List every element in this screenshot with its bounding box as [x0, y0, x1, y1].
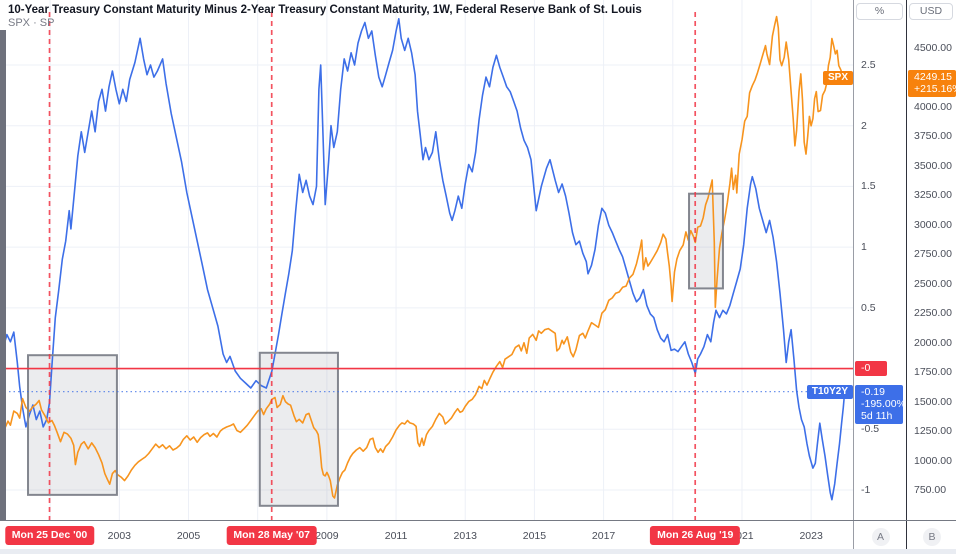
usd-tick-label: 1500.00: [914, 395, 952, 408]
percent-price-scale[interactable]: % 2.5 2 1.5 1 0.5 -0.5 -1 -0 -0.19 -195.00% 5d…: [853, 0, 906, 554]
t10y2y-series-line[interactable]: [0, 17, 846, 501]
time-axis[interactable]: 2003200520072009201120132015201720192021…: [0, 520, 853, 554]
time-tick-label: 2005: [176, 530, 201, 542]
usd-tick-label: 1000.00: [914, 454, 952, 467]
t10y2y-change-percent: -195.00%: [861, 397, 906, 410]
chart-legend-symbol[interactable]: SPX · SP: [8, 17, 55, 29]
zero-line-axis-badge: -0: [855, 361, 887, 377]
chart-plot-area[interactable]: [0, 0, 853, 520]
highlight-box-fill[interactable]: [259, 352, 338, 506]
usd-tick-label: 2000.00: [914, 336, 952, 349]
highlight-box[interactable]: [688, 192, 724, 290]
t10y2y-bar-countdown: 5d 11h: [861, 409, 893, 422]
usd-tick-label: 1750.00: [914, 366, 952, 379]
scale-b-button[interactable]: B: [923, 528, 941, 546]
t10y2y-last-value: -0.19: [861, 385, 885, 398]
usd-tick-label: 3250.00: [914, 189, 952, 202]
percent-tick-label: 2: [861, 119, 867, 132]
chart-legend[interactable]: 10-Year Treasury Constant Maturity Minus…: [8, 3, 642, 30]
spx-last-price: 4249.15: [914, 70, 952, 83]
usd-tick-label: 2250.00: [914, 307, 952, 320]
time-marker-badge[interactable]: Mon 25 Dec '00: [4, 526, 95, 545]
time-tick-label: 2013: [453, 530, 477, 542]
usd-tick-label: 2750.00: [914, 248, 952, 261]
usd-price-scale[interactable]: USD 4500.00 4000.00 3750.00 3500.00 3250.00 3…: [906, 0, 956, 554]
time-marker-badge[interactable]: Mon 28 May '07: [226, 526, 318, 545]
usd-tick-label: 750.00: [914, 484, 947, 497]
percent-tick-label: 0.5: [861, 301, 876, 314]
usd-tick-label: 3500.00: [914, 159, 952, 172]
percent-tick-label: -1: [861, 484, 871, 496]
t10y2y-axis-value-badge: -0.19 -195.00% 5d 11h: [855, 384, 906, 424]
spx-change-percent: +215.16%: [914, 82, 956, 95]
time-tick-label: 2017: [591, 530, 616, 542]
spx-axis-value-badge: 4249.15 +215.16%: [908, 69, 956, 97]
usd-tick-label: 4000.00: [914, 100, 952, 113]
usd-tick-label: 2500.00: [914, 277, 952, 290]
t10y2y-series-price-label: T10Y2Y: [806, 384, 853, 399]
time-tick-label: 2003: [107, 530, 132, 542]
percent-tick-label: 2.5: [861, 58, 876, 71]
usd-tick-label: 3000.00: [914, 218, 952, 231]
time-tick-label: 2023: [799, 530, 823, 542]
usd-tick-label: 1250.00: [914, 425, 952, 438]
percent-tick-label: 1.5: [861, 180, 876, 193]
chart-pane[interactable]: 10-Year Treasury Constant Maturity Minus…: [0, 0, 853, 520]
usd-scale-mode-button[interactable]: USD: [909, 3, 953, 20]
usd-tick-label: 4500.00: [914, 41, 952, 54]
spx-series-price-label: SPX: [822, 70, 853, 85]
time-axis-border: [0, 520, 956, 521]
usd-tick-label: 3750.00: [914, 130, 952, 143]
time-marker-badge[interactable]: Mon 26 Aug '19: [650, 526, 741, 545]
time-tick-label: 2015: [522, 530, 547, 542]
chart-legend-title[interactable]: 10-Year Treasury Constant Maturity Minus…: [8, 4, 642, 16]
spx-series-line[interactable]: [0, 15, 846, 499]
time-tick-label: 2011: [384, 530, 408, 542]
scale-a-button[interactable]: A: [871, 528, 890, 546]
highlight-box[interactable]: [27, 354, 118, 496]
bottom-edge-strip: [0, 549, 956, 554]
time-tick-label: 2009: [315, 530, 339, 542]
percent-scale-mode-button[interactable]: %: [856, 3, 903, 20]
pane-left-edge: [0, 30, 6, 520]
percent-tick-label: 1: [861, 241, 867, 254]
percent-tick-label: -0.5: [861, 423, 880, 436]
highlight-box-fill[interactable]: [28, 355, 117, 495]
highlight-box[interactable]: [258, 351, 339, 507]
